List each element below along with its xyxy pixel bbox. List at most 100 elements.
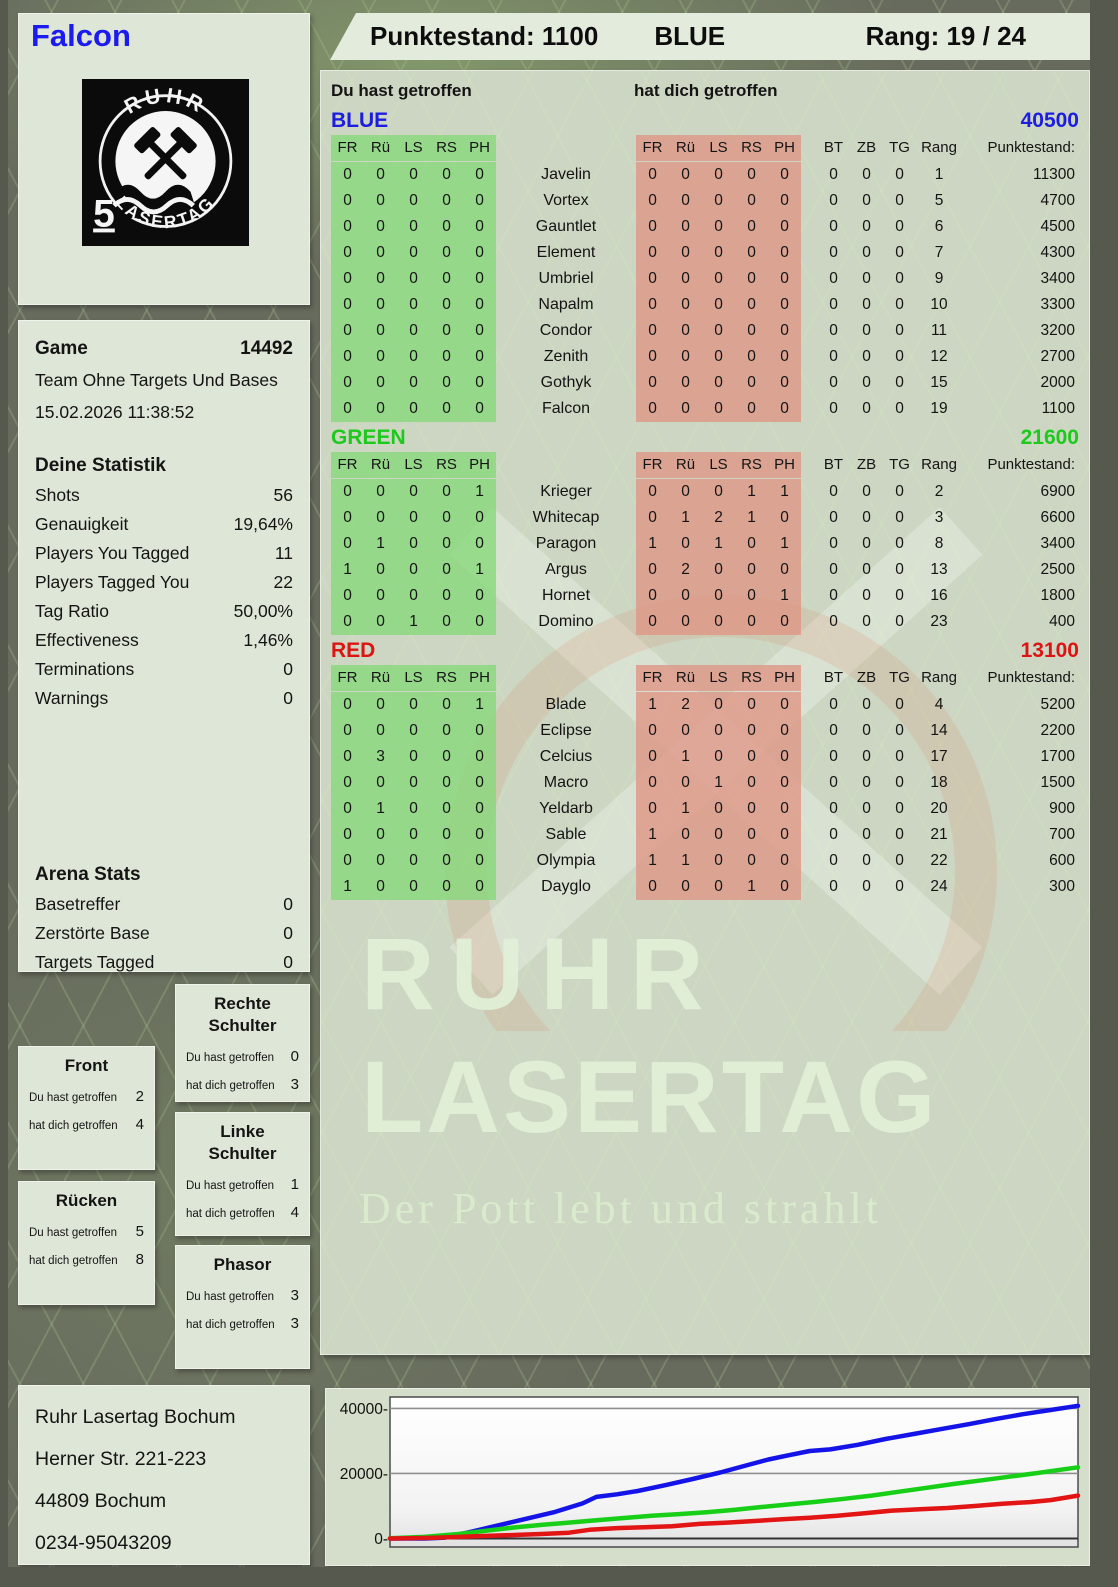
stat-cell: 9 bbox=[934, 270, 944, 287]
you-hit-cell: 0 bbox=[397, 531, 430, 557]
you-hit-header: Du hast getroffen bbox=[331, 81, 472, 100]
stat-row: Genauigkeit 19,64% bbox=[35, 510, 293, 539]
hit-you-cell: 0 bbox=[702, 822, 735, 848]
col-header: TG bbox=[889, 669, 910, 686]
hit-you-cell: 0 bbox=[702, 874, 735, 900]
you-hit-cell: 0 bbox=[331, 796, 364, 822]
stat-cell: 0 bbox=[862, 374, 871, 391]
stat-row-value: 0 bbox=[283, 659, 293, 679]
col-header: Rü bbox=[669, 135, 702, 161]
stat-row-value: 11 bbox=[274, 543, 293, 563]
hit-you-cell: 1 bbox=[669, 796, 702, 822]
you-hit-cell: 0 bbox=[364, 718, 397, 744]
you-hit-cell: 0 bbox=[430, 292, 463, 318]
player-row: 0 0 0 0 1 Blade 1 2 0 0 0 0 0 0 4 5200 bbox=[331, 692, 1079, 718]
col-header: ZB bbox=[856, 456, 877, 473]
player-row: 0 0 0 0 1 Krieger 0 0 0 1 1 0 0 0 2 6900 bbox=[331, 479, 1079, 505]
stat-row-label: Terminations bbox=[35, 659, 135, 679]
svg-text:20000-: 20000- bbox=[340, 1466, 388, 1483]
col-header: PH bbox=[768, 135, 801, 161]
you-hit-cell: 0 bbox=[397, 479, 430, 505]
you-hit-cell: 0 bbox=[331, 822, 364, 848]
club-logo-graphic: RUHR LASERTAG 5 bbox=[82, 79, 249, 246]
frame-left bbox=[0, 0, 8, 1587]
col-header: Rü bbox=[669, 452, 702, 478]
you-hit-cell: 0 bbox=[331, 188, 364, 214]
stat-row-label: Effectiveness bbox=[35, 630, 139, 650]
player-row: 0 0 1 0 0 Domino 0 0 0 0 0 0 0 0 23 400 bbox=[331, 609, 1079, 635]
you-hit-cell: 0 bbox=[331, 214, 364, 240]
you-hit-cell: 0 bbox=[397, 557, 430, 583]
stats-panel: Game 14492 Team Ohne Targets Und Bases 1… bbox=[18, 320, 310, 972]
you-hit-cell: 0 bbox=[331, 848, 364, 874]
stat-cell: 6 bbox=[934, 218, 944, 235]
player-score: 3400 bbox=[1040, 270, 1075, 287]
hit-you-cell: 0 bbox=[669, 718, 702, 744]
col-header: LS bbox=[397, 665, 430, 691]
hit-you-cell: 0 bbox=[636, 874, 669, 900]
you-hit-label: Du hast getroffen bbox=[29, 1092, 118, 1104]
header-team: BLUE bbox=[654, 21, 726, 51]
stat-row: Tag Ratio 50,00% bbox=[35, 597, 293, 626]
you-hit-cell: 0 bbox=[397, 396, 430, 422]
col-header: Rü bbox=[364, 452, 397, 478]
stat-cell: 5 bbox=[934, 192, 944, 209]
hit-you-value: 4 bbox=[290, 1204, 299, 1221]
stat-cell: 0 bbox=[829, 244, 838, 261]
player-row: 0 0 0 0 0 Hornet 0 0 0 0 1 0 0 0 16 1800 bbox=[331, 583, 1079, 609]
team-total: 21600 bbox=[1020, 425, 1079, 449]
venue-street: Herner Str. 221-223 bbox=[35, 1448, 207, 1470]
you-hit-cell: 0 bbox=[397, 214, 430, 240]
hit-you-cell: 0 bbox=[669, 583, 702, 609]
stat-cell: 0 bbox=[895, 852, 904, 869]
hit-you-cell: 0 bbox=[702, 266, 735, 292]
watermark-tagline: Der Pott lebt und strahlt bbox=[359, 1184, 882, 1233]
stat-cell: 0 bbox=[895, 613, 904, 630]
team-label-row: GREEN 21600 bbox=[331, 424, 1079, 451]
player-name: Macro bbox=[543, 774, 589, 791]
hit-you-cell: 0 bbox=[768, 162, 801, 188]
you-hit-cell: 0 bbox=[430, 266, 463, 292]
you-hit-cell: 0 bbox=[364, 770, 397, 796]
hit-you-cell: 0 bbox=[768, 609, 801, 635]
player-row: 0 0 0 0 0 Macro 0 0 1 0 0 0 0 0 18 1500 bbox=[331, 770, 1079, 796]
stat-cell: 0 bbox=[862, 613, 871, 630]
stat-cell: 14 bbox=[930, 722, 948, 739]
you-hit-cell: 1 bbox=[331, 557, 364, 583]
hit-you-cell: 0 bbox=[669, 396, 702, 422]
stat-cell: 0 bbox=[895, 483, 904, 500]
player-score: 3400 bbox=[1040, 535, 1075, 552]
you-hit-cell: 0 bbox=[331, 240, 364, 266]
player-name: Element bbox=[536, 244, 596, 261]
hit-you-cell: 0 bbox=[702, 718, 735, 744]
you-hit-cell: 0 bbox=[463, 162, 496, 188]
hit-you-cell: 0 bbox=[768, 557, 801, 583]
you-hit-cell: 1 bbox=[364, 531, 397, 557]
you-hit-cell: 0 bbox=[397, 162, 430, 188]
player-score: 900 bbox=[1049, 800, 1075, 817]
stat-cell: 0 bbox=[895, 535, 904, 552]
you-hit-value: 5 bbox=[135, 1223, 144, 1240]
hit-you-cell: 0 bbox=[735, 692, 768, 718]
hit-you-cell: 0 bbox=[735, 240, 768, 266]
game-row: Game 14492 bbox=[35, 333, 293, 364]
player-row: 0 0 0 0 0 Zenith 0 0 0 0 0 0 0 0 12 2700 bbox=[331, 344, 1079, 370]
player-score: 6900 bbox=[1040, 483, 1075, 500]
hit-you-cell: 0 bbox=[636, 609, 669, 635]
col-header: ZB bbox=[856, 139, 877, 156]
hit-you-value: 8 bbox=[135, 1251, 144, 1268]
hit-you-cell: 0 bbox=[735, 188, 768, 214]
hit-you-cell: 0 bbox=[768, 744, 801, 770]
you-hit-cell: 0 bbox=[397, 266, 430, 292]
stat-row-value: 19,64% bbox=[233, 514, 293, 534]
player-name: Yeldarb bbox=[539, 800, 593, 817]
hit-you-cell: 1 bbox=[636, 692, 669, 718]
stat-cell: 0 bbox=[895, 270, 904, 287]
player-row: 0 1 0 0 0 Yeldarb 0 1 0 0 0 0 0 0 20 900 bbox=[331, 796, 1079, 822]
you-hit-cell: 0 bbox=[463, 848, 496, 874]
player-score: 1800 bbox=[1040, 587, 1075, 604]
stat-cell: 0 bbox=[862, 852, 871, 869]
stat-row-value: 0 bbox=[283, 688, 293, 708]
hit-you-label: hat dich getroffen bbox=[186, 1319, 275, 1331]
